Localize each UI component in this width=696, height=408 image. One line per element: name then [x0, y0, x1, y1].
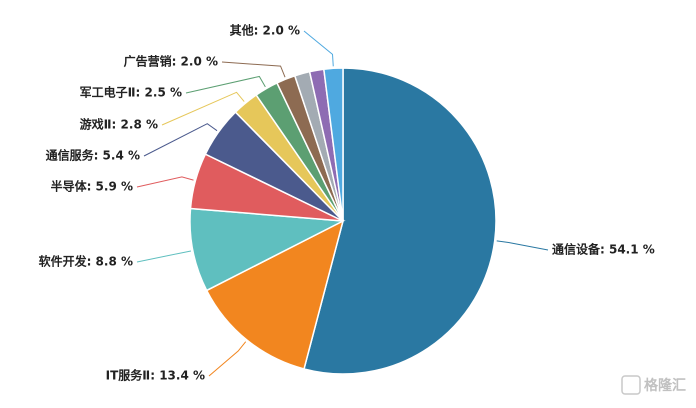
leader-line [143, 123, 218, 157]
leader-line [208, 341, 247, 377]
data-label: 游戏Ⅱ: 2.8 % [80, 117, 158, 132]
data-label: 广告营销: 2.0 % [124, 54, 218, 69]
data-label: 半导体: 5.9 % [51, 179, 133, 194]
leader-line [221, 61, 286, 78]
data-label: 通信设备: 54.1 % [552, 242, 655, 257]
leader-line [136, 250, 192, 263]
pie-slice [322, 67, 344, 222]
data-label: 软件开发: 8.8 % [39, 254, 133, 269]
data-label: IT服务Ⅱ: 13.4 % [106, 368, 205, 383]
leader-line [303, 30, 334, 67]
pie-slice [303, 67, 497, 375]
leader-line [161, 91, 245, 126]
data-label: 其他: 2.0 % [230, 23, 300, 38]
watermark-icon [621, 375, 641, 395]
watermark: 格隆汇 [621, 375, 686, 395]
watermark-text: 格隆汇 [644, 377, 686, 394]
leader-line [185, 75, 266, 94]
pie-slice [205, 219, 345, 370]
leader-line [496, 240, 549, 251]
leader-line [136, 176, 194, 188]
data-label: 通信服务: 5.4 % [46, 148, 140, 163]
data-label: 军工电子Ⅱ: 2.5 % [80, 85, 182, 100]
pie-slice [189, 207, 346, 292]
